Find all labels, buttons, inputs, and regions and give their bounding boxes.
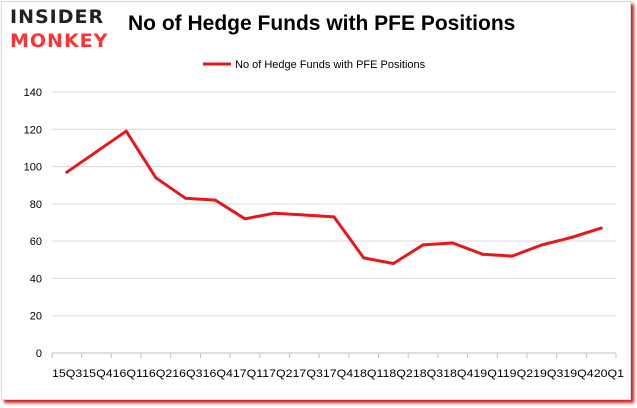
chart-frame — [1, 1, 631, 400]
y-tick-label: 80 — [30, 199, 42, 211]
y-tick-label: 140 — [24, 87, 42, 99]
insider-monkey-logo: INSIDER MONKEY — [10, 6, 120, 56]
data-point — [273, 211, 277, 215]
data-point — [302, 213, 306, 217]
data-point — [124, 129, 128, 133]
data-point — [599, 226, 603, 230]
y-tick-label: 40 — [30, 273, 42, 285]
data-point — [184, 196, 188, 200]
series-group — [65, 129, 603, 266]
y-tick-label: 100 — [24, 162, 42, 174]
y-tick-label: 0 — [36, 348, 42, 360]
data-point — [243, 217, 247, 221]
y-tick-label: 120 — [24, 124, 42, 136]
chart-title: No of Hedge Funds with PFE Positions — [128, 12, 516, 35]
gridlines — [52, 91, 616, 354]
data-point — [362, 256, 366, 260]
data-point — [65, 170, 69, 174]
y-axis-ticks: 0 20 40 60 80 100 120 140 — [24, 87, 42, 360]
data-point — [540, 243, 544, 247]
x-axis — [51, 352, 617, 358]
y-tick-label: 20 — [30, 311, 42, 323]
legend: No of Hedge Funds with PFE Positions — [203, 59, 426, 71]
data-point — [213, 198, 217, 202]
series-line — [65, 129, 603, 265]
data-point — [451, 241, 455, 245]
logo-line-1: INSIDER — [10, 6, 105, 28]
data-point — [480, 252, 484, 256]
data-point — [332, 215, 336, 219]
logo-line-2: MONKEY — [10, 30, 109, 52]
x-axis-tick-labels: 15Q315Q416Q116Q216Q316Q417Q117Q217Q317Q4… — [52, 368, 624, 380]
data-point — [510, 254, 514, 258]
y-tick-label: 60 — [30, 236, 42, 248]
data-point — [421, 243, 425, 247]
legend-label: No of Hedge Funds with PFE Positions — [235, 59, 426, 71]
data-point — [391, 262, 395, 266]
data-point — [95, 150, 99, 154]
data-point — [569, 235, 573, 239]
data-point — [154, 176, 158, 180]
